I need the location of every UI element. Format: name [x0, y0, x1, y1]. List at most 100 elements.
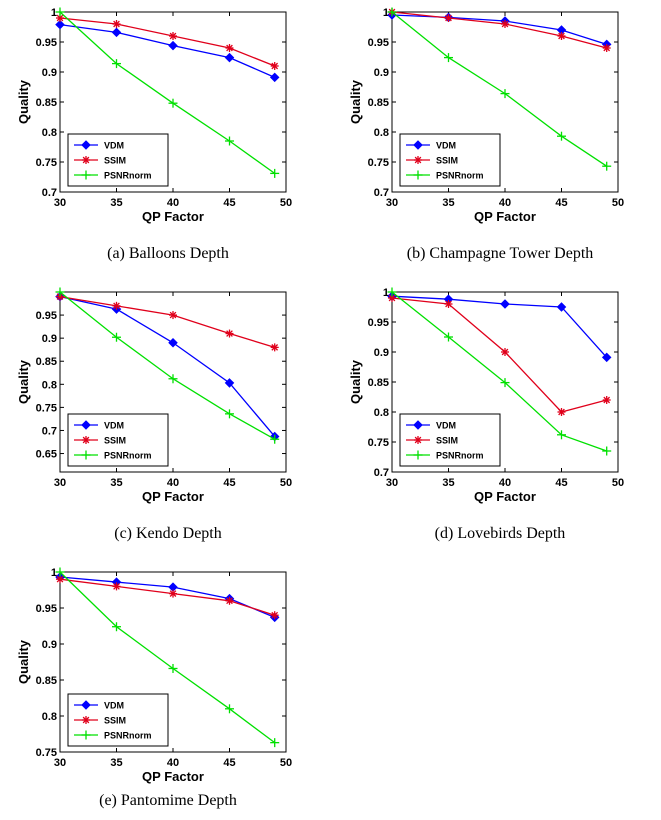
data-point-psnrnorm	[270, 168, 280, 178]
legend-marker	[413, 420, 423, 430]
y-tick-label: 0.9	[42, 333, 57, 345]
y-tick-label: 0.9	[42, 639, 57, 651]
y-tick-label: 0.8	[374, 407, 389, 419]
chart-c-svg: 30 35 40 45 50 0.65 0.7 0.75 0.8 0.85 0.9 0.95 QP Fa…	[16, 287, 292, 504]
x-axis-title: QP Factor	[142, 489, 204, 504]
chart-panel-b: 30 35 40 45 50 0.7 0.75 0.8 0.85 0.9 0.95 1 QP Facto…	[340, 0, 660, 262]
x-tick-label: 35	[442, 197, 454, 209]
data-point-ssim	[501, 20, 509, 28]
legend-label: PSNRnorm	[104, 171, 152, 181]
data-point-psnrnorm	[225, 136, 234, 146]
data-point-ssim	[225, 596, 234, 605]
data-point-vdm	[111, 27, 122, 38]
data-point-ssim	[557, 408, 566, 416]
y-tick-label: 0.75	[36, 747, 57, 759]
caption-c: (c) Kendo Depth	[114, 525, 222, 542]
data-point-psnrnorm	[225, 409, 234, 419]
x-tick-label: 30	[386, 197, 398, 209]
x-tick-label: 40	[499, 477, 511, 489]
x-tick-label: 45	[223, 757, 235, 769]
data-point-psnrnorm	[112, 59, 121, 69]
legend-marker	[413, 170, 423, 180]
y-tick-label: 0.95	[36, 310, 57, 322]
x-axis-title: QP Factor	[142, 209, 204, 224]
data-point-ssim	[56, 575, 64, 584]
data-point-ssim	[169, 311, 177, 320]
data-point-ssim	[444, 300, 453, 308]
data-point-psnrnorm	[444, 53, 453, 63]
data-point-psnrnorm	[55, 287, 65, 297]
legend-label: SSIM	[104, 716, 126, 726]
legend: VDM SSIM PSNRnorm	[67, 133, 169, 187]
series-ssim	[56, 575, 279, 620]
legend-label: PSNRnorm	[436, 451, 484, 461]
x-tick-label: 45	[555, 477, 567, 489]
x-tick-label: 30	[54, 757, 66, 769]
legend: VDM SSIM PSNRnorm	[67, 693, 169, 747]
y-tick-label: 0.95	[36, 37, 57, 49]
caption-d: (d) Lovebirds Depth	[434, 525, 566, 542]
legend-label: PSNRnorm	[104, 731, 152, 741]
series-psnrnorm	[55, 7, 280, 178]
y-tick-label: 1	[383, 7, 389, 19]
data-point-psnrnorm	[387, 287, 397, 297]
data-point-psnrnorm	[602, 161, 612, 171]
data-point-ssim	[112, 20, 121, 28]
legend-label: SSIM	[436, 156, 458, 166]
y-axis-title: Quality	[348, 359, 363, 404]
series-psnrnorm	[55, 287, 280, 444]
y-tick-label: 0.9	[42, 67, 57, 79]
y-tick-label: 0.85	[36, 675, 57, 687]
legend-label: SSIM	[104, 436, 126, 446]
y-tick-label: 0.8	[42, 379, 57, 391]
y-tick-label: 0.8	[374, 127, 389, 139]
data-point-ssim	[112, 582, 121, 591]
data-point-vdm	[224, 378, 235, 388]
legend: VDM SSIM PSNRnorm	[67, 413, 169, 467]
series-psnrnorm	[387, 7, 612, 171]
series-psnrnorm	[387, 287, 612, 456]
y-tick-label: 0.95	[368, 317, 389, 329]
data-point-ssim	[501, 348, 509, 356]
y-tick-label: 1	[51, 567, 57, 579]
x-tick-label: 50	[280, 757, 292, 769]
series-ssim	[56, 14, 279, 70]
legend-marker	[413, 140, 423, 150]
data-point-ssim	[602, 44, 611, 52]
legend-marker	[81, 140, 91, 150]
chart-d-svg: 30 35 40 45 50 0.7 0.75 0.8 0.85 0.9 0.95 1 QP Facto…	[348, 287, 624, 504]
x-tick-label: 30	[54, 197, 66, 209]
y-tick-label: 0.75	[368, 437, 389, 449]
legend-label: SSIM	[104, 156, 126, 166]
x-tick-label: 35	[110, 197, 122, 209]
x-tick-label: 40	[167, 477, 179, 489]
data-point-vdm	[168, 40, 178, 51]
legend-label: VDM	[436, 141, 456, 151]
data-point-ssim	[169, 589, 177, 598]
data-point-ssim	[169, 32, 177, 40]
data-point-vdm	[601, 352, 612, 363]
y-axis-title: Quality	[16, 79, 31, 124]
legend-marker	[82, 436, 90, 444]
data-point-vdm	[55, 19, 65, 30]
data-point-psnrnorm	[557, 430, 566, 440]
y-tick-label: 0.7	[42, 187, 57, 199]
data-point-ssim	[56, 292, 64, 301]
series-vdm	[55, 19, 280, 83]
legend-marker	[82, 156, 90, 164]
chart-e-svg: 30 35 40 45 50 0.75 0.8 0.85 0.9 0.95 1 QP Factor Qu…	[16, 567, 292, 784]
legend-marker	[82, 716, 90, 724]
caption-e: (e) Pantomime Depth	[99, 792, 237, 809]
data-point-psnrnorm	[270, 434, 280, 444]
data-point-psnrnorm	[168, 374, 178, 384]
legend-marker	[81, 170, 91, 180]
data-point-psnrnorm	[557, 131, 566, 141]
y-tick-label: 0.95	[36, 603, 57, 615]
y-tick-label: 0.7	[374, 467, 389, 479]
series-ssim	[56, 292, 279, 352]
x-tick-label: 50	[280, 477, 292, 489]
x-tick-label: 40	[167, 197, 179, 209]
legend: VDM SSIM PSNRnorm	[399, 413, 501, 467]
data-point-psnrnorm	[444, 332, 453, 342]
data-point-vdm	[556, 302, 567, 312]
